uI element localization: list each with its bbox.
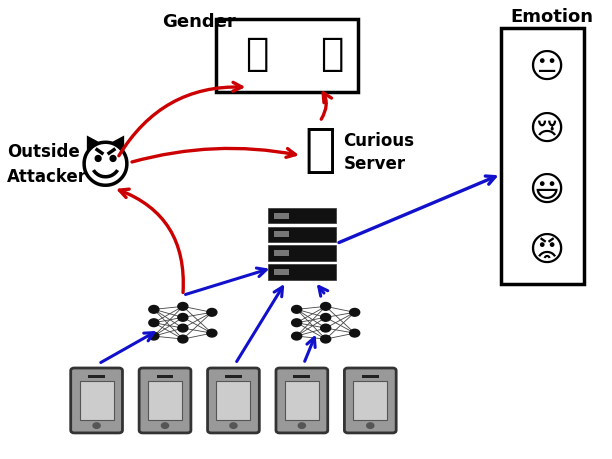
- Circle shape: [321, 314, 330, 322]
- Circle shape: [321, 325, 330, 332]
- Circle shape: [162, 423, 168, 428]
- Circle shape: [292, 319, 302, 327]
- Bar: [285, 381, 319, 420]
- Text: 👩: 👩: [245, 35, 269, 73]
- Bar: [217, 381, 250, 420]
- Bar: [88, 375, 105, 378]
- Bar: [362, 375, 379, 378]
- FancyBboxPatch shape: [345, 368, 396, 433]
- Bar: [225, 375, 242, 378]
- Text: 😐: 😐: [528, 50, 564, 84]
- Bar: [274, 269, 289, 275]
- Circle shape: [207, 309, 217, 317]
- Text: Gender: Gender: [162, 13, 236, 31]
- Circle shape: [321, 303, 330, 311]
- Bar: [148, 381, 182, 420]
- FancyBboxPatch shape: [139, 368, 191, 433]
- FancyBboxPatch shape: [276, 368, 328, 433]
- Bar: [293, 375, 310, 378]
- Circle shape: [230, 423, 237, 428]
- Circle shape: [149, 306, 159, 313]
- Circle shape: [178, 325, 188, 332]
- Text: Outside: Outside: [7, 143, 80, 161]
- Text: Attacker: Attacker: [7, 168, 88, 186]
- Bar: [353, 381, 387, 420]
- Text: 😢: 😢: [528, 112, 564, 146]
- Text: 😃: 😃: [528, 174, 564, 207]
- Circle shape: [93, 423, 100, 428]
- Text: 🤔: 🤔: [304, 124, 335, 176]
- Bar: [501, 29, 584, 284]
- Bar: [80, 381, 114, 420]
- Text: Curious: Curious: [343, 132, 414, 150]
- Bar: [274, 232, 289, 238]
- Bar: [274, 251, 289, 257]
- Circle shape: [149, 319, 159, 327]
- Circle shape: [349, 309, 360, 317]
- Circle shape: [349, 330, 360, 337]
- Bar: [274, 213, 289, 219]
- Circle shape: [178, 314, 188, 322]
- FancyBboxPatch shape: [207, 368, 259, 433]
- Circle shape: [178, 303, 188, 311]
- Bar: [267, 208, 336, 224]
- Circle shape: [292, 332, 302, 340]
- Circle shape: [298, 423, 305, 428]
- Bar: [267, 246, 336, 262]
- FancyBboxPatch shape: [71, 368, 122, 433]
- Circle shape: [367, 423, 374, 428]
- Bar: [267, 265, 336, 280]
- Bar: [157, 375, 173, 378]
- Text: 😈: 😈: [78, 142, 133, 194]
- Circle shape: [292, 306, 302, 313]
- Circle shape: [321, 336, 330, 343]
- Bar: [215, 20, 359, 93]
- Text: Emotion: Emotion: [510, 8, 593, 26]
- Text: 👨: 👨: [320, 35, 343, 73]
- Text: Server: Server: [343, 154, 406, 172]
- Circle shape: [149, 332, 159, 340]
- Circle shape: [178, 336, 188, 343]
- Circle shape: [207, 330, 217, 337]
- Bar: [267, 227, 336, 243]
- Text: 😡: 😡: [528, 233, 564, 267]
